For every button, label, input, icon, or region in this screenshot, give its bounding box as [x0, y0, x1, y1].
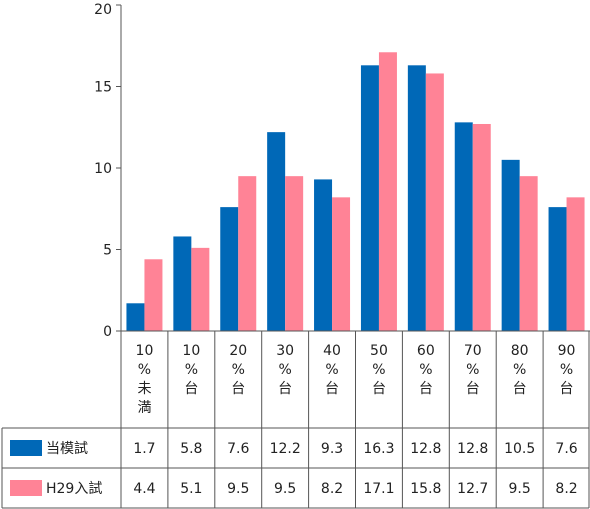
table-value-series2-9: 8.2: [555, 481, 577, 497]
bar-series2-6: [425, 73, 444, 332]
category-label: %: [466, 362, 479, 378]
category-label: %: [372, 362, 385, 378]
table-value-series1-6: 12.8: [410, 441, 441, 457]
bar-series2-5: [378, 52, 397, 332]
table-value-series2-6: 15.8: [410, 481, 441, 497]
table-value-series2-3: 9.5: [274, 481, 296, 497]
bar-series1-7: [454, 122, 473, 331]
bar-series2-1: [191, 247, 210, 331]
category-label: 未: [137, 381, 151, 397]
category-label: %: [325, 362, 338, 378]
table-value-series2-2: 9.5: [227, 481, 249, 497]
bar-series2-2: [238, 176, 257, 331]
category-label: 10: [182, 343, 200, 359]
legend-label-2: H29入試: [46, 481, 102, 497]
bar-series1-9: [548, 207, 567, 331]
table-value-series1-3: 12.2: [270, 441, 301, 457]
data-table: 10% 未満 10% 台 20% 台 30% 台 40% 台 50% 台 60% 台 70% 台 80% 台 90%…: [1, 330, 590, 509]
y-tick-label: 10: [94, 161, 112, 177]
category-label: 台: [372, 381, 386, 397]
category-label: 80: [511, 343, 529, 359]
category-label: %: [232, 362, 245, 378]
category-label: 台: [466, 381, 480, 397]
legend-rows: 当模試 H29入試: [10, 440, 102, 497]
table-value-series2-4: 8.2: [321, 481, 343, 497]
legend-swatch-1: [10, 440, 42, 456]
bar-series1-2: [220, 207, 239, 331]
bar-series1-4: [314, 179, 333, 331]
bar-series1-8: [501, 159, 520, 331]
category-label: 40: [323, 343, 341, 359]
y-tick-label: 0: [103, 324, 112, 340]
bar-series1-6: [407, 65, 426, 331]
category-label: %: [278, 362, 291, 378]
y-ticks: 0 5 10 15 20: [94, 2, 121, 340]
y-axis: 0 5 10 15 20: [94, 2, 122, 340]
table-value-series2-8: 9.5: [509, 481, 531, 497]
table-value-series2-0: 4.4: [133, 481, 155, 497]
legend-swatch-2: [10, 480, 42, 496]
category-label: 30: [276, 343, 294, 359]
category-label: 70: [464, 343, 482, 359]
table-value-series2-7: 12.7: [457, 481, 488, 497]
category-label: %: [513, 362, 526, 378]
bar-series2-8: [519, 176, 538, 331]
table-value-series1-8: 10.5: [504, 441, 535, 457]
category-label: 台: [513, 381, 527, 397]
y-tick-label: 20: [94, 2, 112, 18]
category-labels: 10% 未満 10% 台 20% 台 30% 台 40% 台 50% 台 60% 台 70% 台 80% 台 90%…: [136, 343, 576, 416]
bar-series2-9: [566, 197, 585, 331]
table-value-series1-1: 5.8: [180, 441, 202, 457]
bar-series1-5: [360, 65, 379, 331]
table-value-series1-5: 16.3: [363, 441, 394, 457]
category-label: 台: [560, 381, 574, 397]
table-value-series2-5: 17.1: [363, 481, 394, 497]
table-value-series1-4: 9.3: [321, 441, 343, 457]
category-label: 90: [558, 343, 576, 359]
bars: [126, 52, 585, 332]
category-label: 50: [370, 343, 388, 359]
bar-series2-7: [472, 123, 491, 332]
legend-label-1: 当模試: [46, 441, 88, 457]
category-label: 10: [136, 343, 154, 359]
category-label: 台: [419, 381, 433, 397]
category-label: %: [185, 362, 198, 378]
table-value-series1-7: 12.8: [457, 441, 488, 457]
bar-series1-0: [126, 303, 145, 331]
category-label: 台: [184, 381, 198, 397]
bar-series2-3: [285, 176, 304, 331]
table-values: 1.7 5.8 7.6 12.2 9.3 16.3 12.8 12.8 10.5 7.6 4.4 5.…: [133, 441, 577, 497]
bar-series2-4: [332, 197, 351, 331]
category-label: 満: [137, 400, 151, 416]
bar-series2-0: [144, 259, 163, 331]
category-label: 台: [325, 381, 339, 397]
table-grid: [1, 330, 590, 509]
y-tick-label: 5: [103, 243, 112, 259]
category-label: 台: [278, 381, 292, 397]
category-label: %: [560, 362, 573, 378]
bar-series1-3: [267, 132, 286, 331]
table-value-series1-2: 7.6: [227, 441, 249, 457]
bar-series1-1: [173, 236, 192, 331]
table-value-series1-0: 1.7: [133, 441, 155, 457]
category-label: 60: [417, 343, 435, 359]
y-tick-label: 15: [94, 80, 112, 96]
table-value-series2-1: 5.1: [180, 481, 202, 497]
category-label: 台: [231, 381, 245, 397]
category-label: %: [138, 362, 151, 378]
category-label: 20: [229, 343, 247, 359]
table-value-series1-9: 7.6: [555, 441, 577, 457]
category-label: %: [419, 362, 432, 378]
